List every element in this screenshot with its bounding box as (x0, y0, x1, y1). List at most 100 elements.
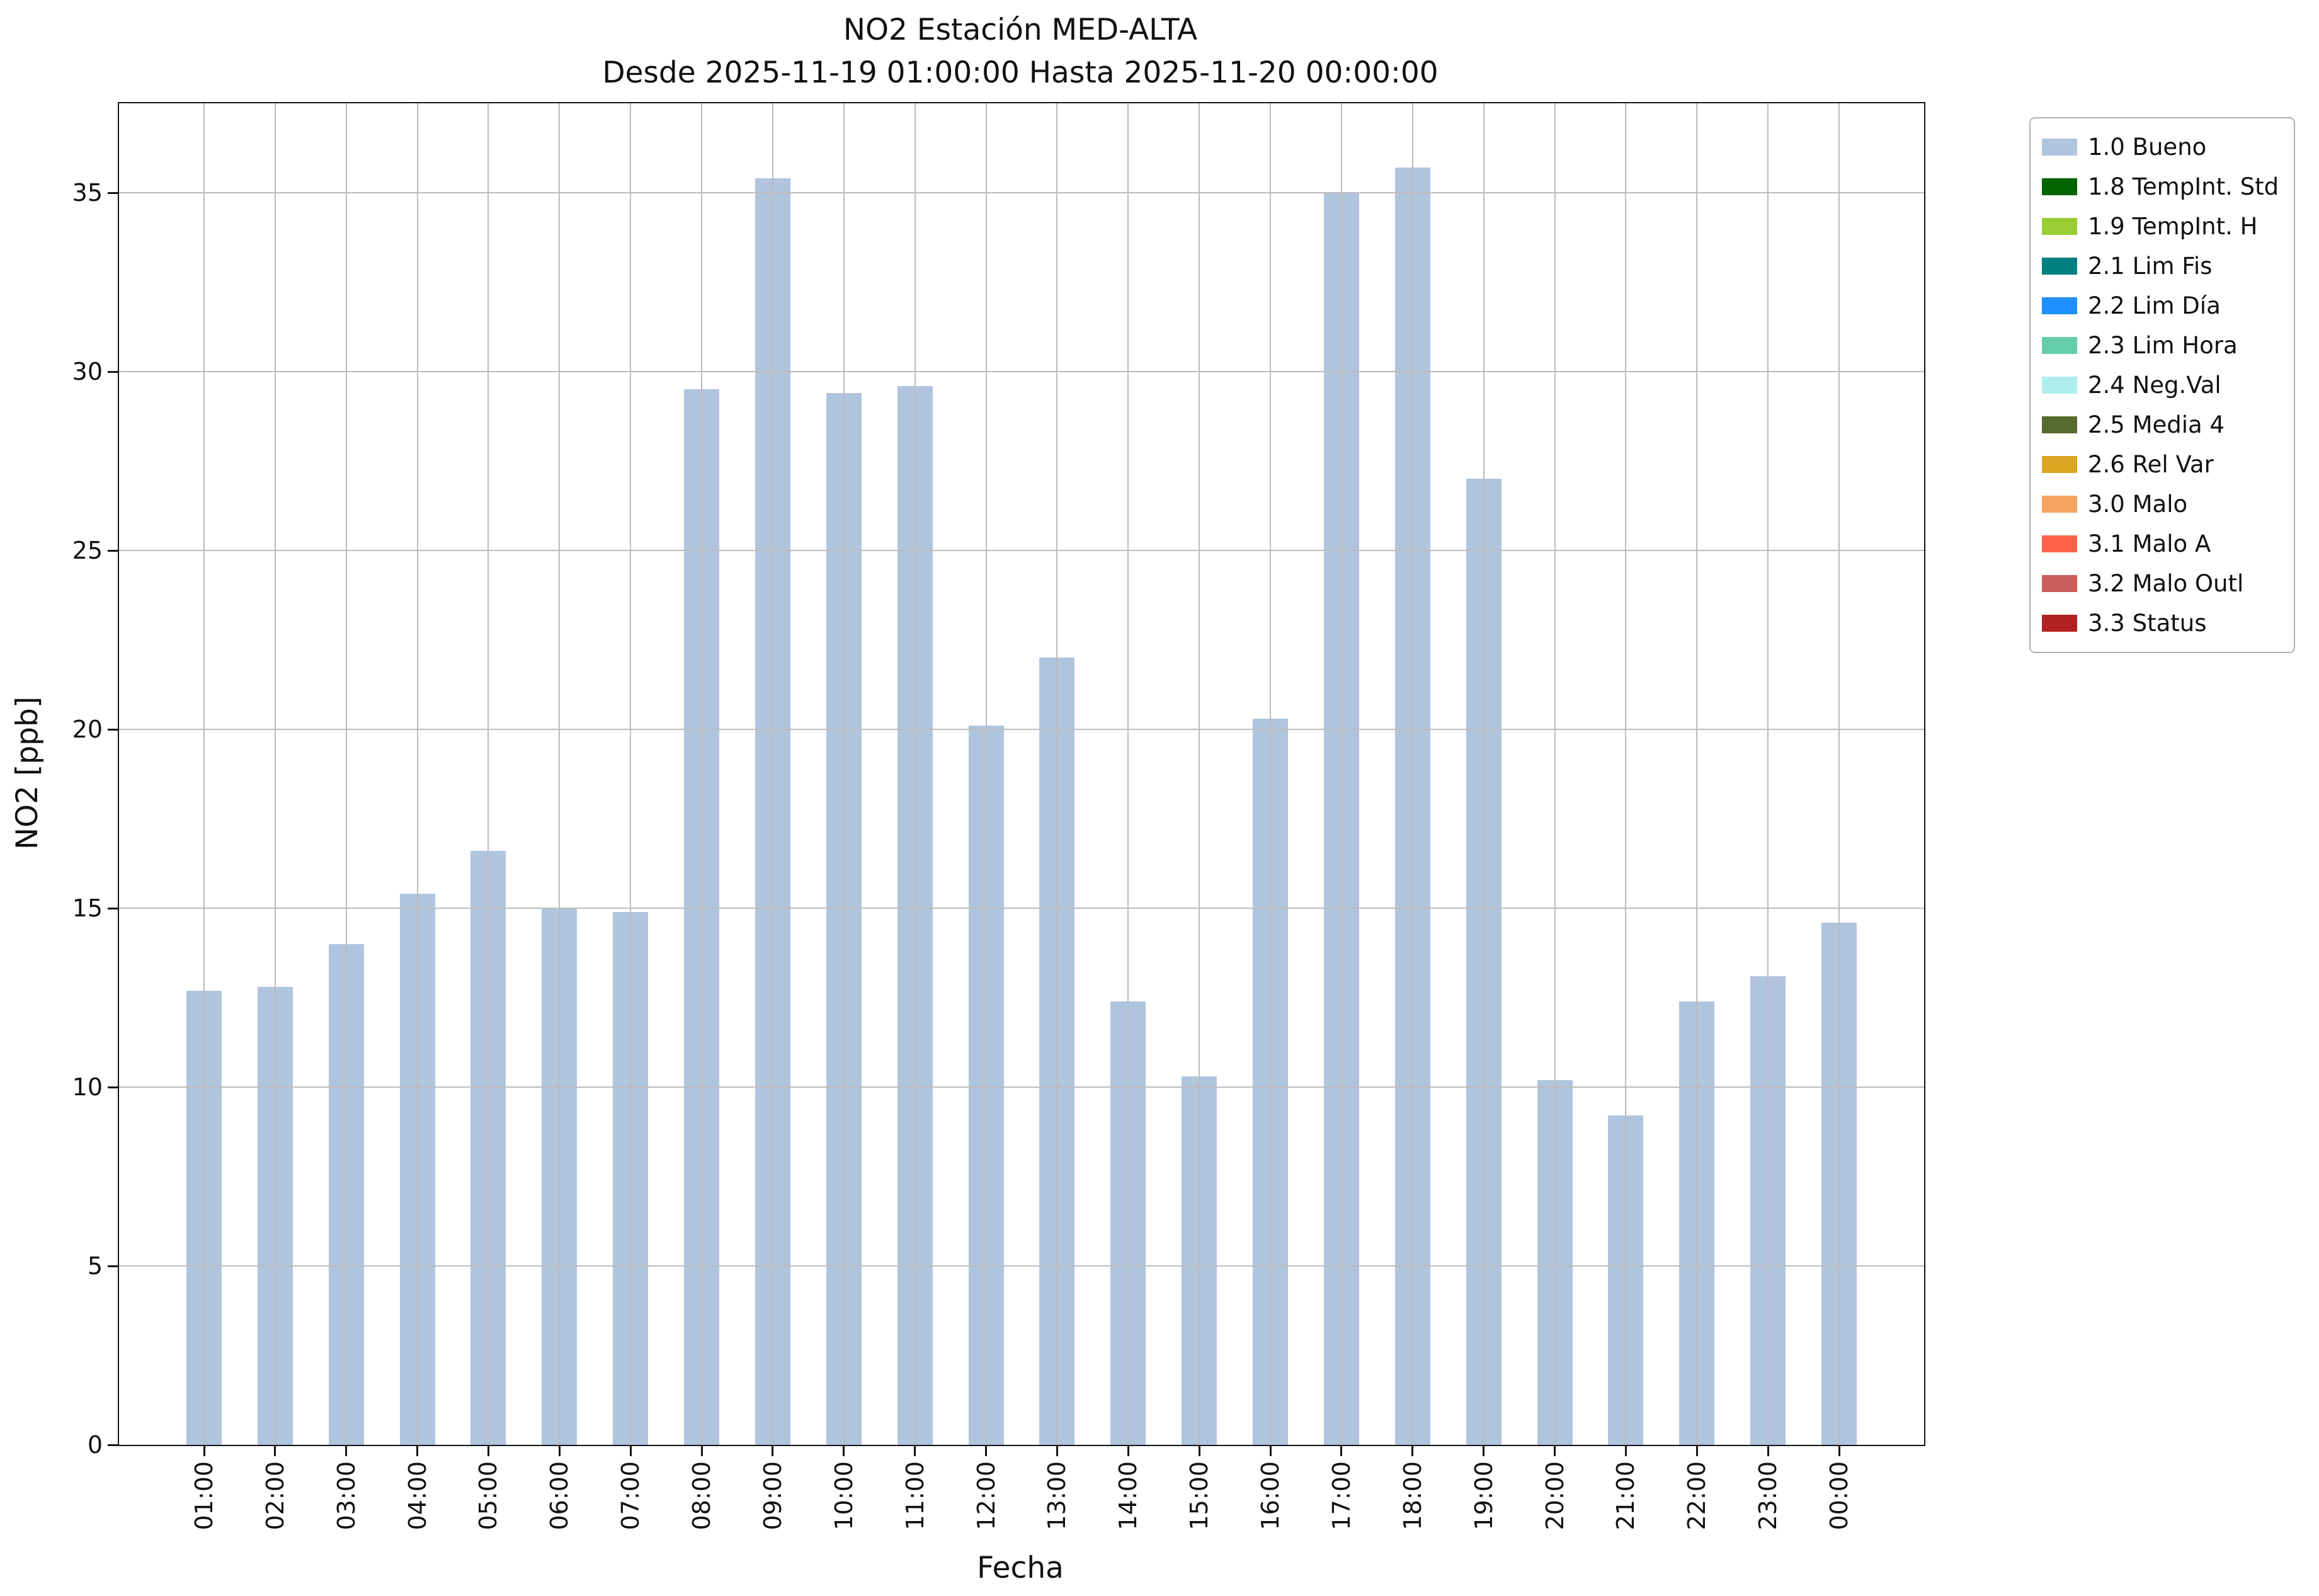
x-tick-label: 03:00 (332, 1461, 360, 1530)
legend: 1.0 Bueno 1.8 TempInt. Std 1.9 TempInt. H 2… (2029, 117, 2296, 653)
y-tick-mark (108, 1265, 118, 1267)
grid-line-vertical (274, 103, 276, 1445)
x-tick-label: 17:00 (1327, 1461, 1355, 1530)
grid-line-horizontal (119, 1086, 1924, 1088)
legend-item-label: 1.9 TempInt. H (2088, 213, 2258, 240)
grid-line-vertical (701, 103, 703, 1445)
legend-item: 1.8 TempInt. Std (2042, 167, 2279, 207)
legend-color-swatch (2042, 416, 2077, 433)
x-tick-mark (1483, 1446, 1485, 1456)
grid-line-vertical (487, 103, 489, 1445)
grid-line-vertical (772, 103, 773, 1445)
legend-color-swatch (2042, 575, 2077, 592)
x-tick-mark (772, 1446, 774, 1456)
grid-line-vertical (1199, 103, 1200, 1445)
y-tick-label: 10 (72, 1073, 103, 1101)
y-tick-mark (108, 1086, 118, 1088)
grid-line-vertical (630, 103, 632, 1445)
legend-item: 2.4 Neg.Val (2042, 365, 2279, 405)
legend-color-swatch (2042, 456, 2077, 473)
x-tick-mark (914, 1446, 916, 1456)
grid-line-vertical (1554, 103, 1556, 1445)
grid-line-horizontal (119, 729, 1924, 730)
legend-item: 1.9 TempInt. H (2042, 207, 2279, 246)
legend-color-swatch (2042, 535, 2077, 552)
y-tick-label: 20 (72, 715, 103, 743)
legend-color-swatch (2042, 337, 2077, 354)
x-tick-mark (1554, 1446, 1556, 1456)
x-tick-mark (345, 1446, 348, 1456)
grid-line-vertical (985, 103, 987, 1445)
legend-color-swatch (2042, 218, 2077, 235)
y-tick-mark (108, 907, 118, 909)
legend-item: 2.6 Rel Var (2042, 445, 2279, 484)
legend-item-label: 2.5 Media 4 (2088, 411, 2225, 438)
legend-item-label: 3.3 Status (2088, 610, 2207, 637)
plot-area: 01:00 02:00 03:00 04:00 05:00 06:00 07:00 08:00… (72, 102, 1925, 1530)
legend-item-label: 2.6 Rel Var (2088, 451, 2214, 478)
legend-item: 2.2 Lim Día (2042, 286, 2279, 326)
legend-item-label: 3.2 Malo Outl (2088, 570, 2244, 597)
x-tick-label: 10:00 (829, 1461, 858, 1530)
x-tick-mark (203, 1446, 205, 1456)
x-tick-mark (1269, 1446, 1272, 1456)
y-tick-label: 35 (72, 179, 103, 207)
y-tick-mark (108, 191, 118, 194)
y-tick-label: 0 (87, 1431, 103, 1459)
grid-line-horizontal (119, 371, 1924, 372)
legend-color-swatch (2042, 178, 2077, 195)
legend-item-label: 2.4 Neg.Val (2088, 372, 2221, 399)
x-tick-label: 11:00 (901, 1461, 929, 1530)
legend-color-swatch (2042, 139, 2077, 156)
x-tick-mark (1695, 1446, 1698, 1456)
y-tick-mark (108, 728, 118, 731)
legend-color-swatch (2042, 297, 2077, 314)
x-tick-mark (1127, 1446, 1129, 1456)
grid-line-horizontal (119, 1265, 1924, 1267)
x-tick-label: 12:00 (972, 1461, 1000, 1530)
legend-item: 2.3 Lim Hora (2042, 326, 2279, 365)
grid-line-vertical (559, 103, 561, 1445)
grid-line-vertical (203, 103, 205, 1445)
grid-line-vertical (1127, 103, 1129, 1445)
grid-line-vertical (1270, 103, 1272, 1445)
x-tick-label: 07:00 (617, 1461, 645, 1530)
grid-line-vertical (1696, 103, 1698, 1445)
x-tick-mark (985, 1446, 988, 1456)
chart-title: NO2 Estación MED-ALTA (843, 13, 1198, 47)
x-tick-label: 15:00 (1185, 1461, 1214, 1530)
x-tick-label: 09:00 (758, 1461, 787, 1530)
grid-line-vertical (1056, 103, 1058, 1445)
x-tick-mark (416, 1446, 419, 1456)
legend-item-label: 2.3 Lim Hora (2088, 332, 2238, 359)
grid-line-vertical (1767, 103, 1769, 1445)
y-tick-label: 30 (72, 358, 103, 385)
legend-item: 3.2 Malo Outl (2042, 564, 2279, 603)
legend-item: 2.1 Lim Fis (2042, 246, 2279, 286)
x-tick-mark (1838, 1446, 1840, 1456)
x-tick-mark (1767, 1446, 1769, 1456)
x-tick-label: 22:00 (1683, 1461, 1711, 1530)
legend-item: 1.0 Bueno (2042, 127, 2279, 167)
legend-color-swatch (2042, 496, 2077, 513)
x-tick-label: 23:00 (1754, 1461, 1782, 1530)
x-tick-label: 00:00 (1825, 1461, 1853, 1530)
grid-line-vertical (1340, 103, 1342, 1445)
x-tick-label: 04:00 (403, 1461, 431, 1530)
legend-item: 2.5 Media 4 (2042, 405, 2279, 445)
grid-line-vertical (1838, 103, 1840, 1445)
x-tick-label: 02:00 (261, 1461, 289, 1530)
x-tick-mark (1340, 1446, 1343, 1456)
y-tick-label: 5 (87, 1252, 103, 1280)
legend-color-swatch (2042, 258, 2077, 275)
chart-subtitle: Desde 2025-11-19 01:00:00 Hasta 2025-11-… (602, 55, 1439, 90)
legend-item-label: 3.0 Malo (2088, 491, 2188, 518)
legend-item: 3.1 Malo A (2042, 524, 2279, 564)
x-tick-label: 14:00 (1114, 1461, 1142, 1530)
x-tick-mark (558, 1446, 561, 1456)
legend-item-label: 2.2 Lim Día (2088, 292, 2221, 319)
y-tick-label: 25 (72, 537, 103, 564)
x-tick-mark (487, 1446, 489, 1456)
grid-line-vertical (914, 103, 916, 1445)
